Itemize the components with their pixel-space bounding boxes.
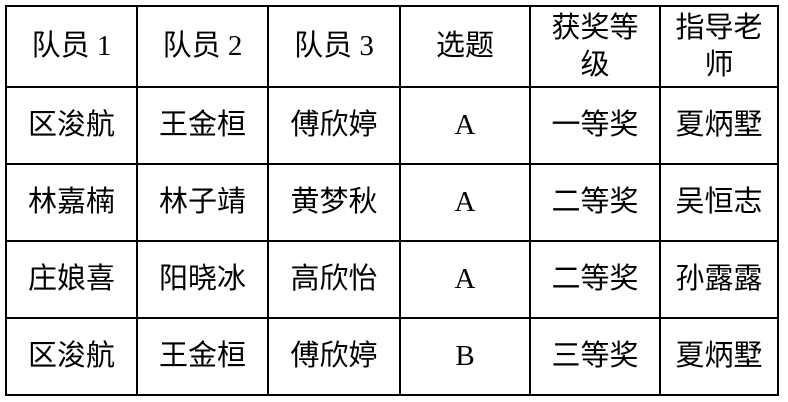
award-results-table: 队员 1 队员 2 队员 3 选题 获奖等 级 指导老 师 区浚航 王金桓 傅欣… — [5, 5, 779, 396]
header-cell-topic: 选题 — [399, 5, 531, 88]
cell-member-2: 林子靖 — [136, 163, 269, 242]
cell-advisor: 吴恒志 — [659, 163, 779, 242]
cell-topic: A — [399, 240, 531, 319]
cell-topic: A — [399, 86, 531, 165]
award-table-container: 队员 1 队员 2 队员 3 选题 获奖等 级 指导老 师 区浚航 王金桓 傅欣… — [5, 5, 779, 396]
cell-member-2: 王金桓 — [136, 86, 269, 165]
cell-advisor: 夏炳墅 — [659, 86, 779, 165]
cell-topic: B — [399, 317, 531, 396]
cell-topic: A — [399, 163, 531, 242]
cell-member-1: 区浚航 — [5, 86, 138, 165]
header-cell-advisor: 指导老 师 — [659, 5, 779, 88]
cell-award-level: 一等奖 — [529, 86, 661, 165]
table-header-row: 队员 1 队员 2 队员 3 选题 获奖等 级 指导老 师 — [5, 5, 779, 88]
cell-member-2: 阳晓冰 — [136, 240, 269, 319]
header-cell-member-1: 队员 1 — [5, 5, 138, 88]
cell-member-1: 林嘉楠 — [5, 163, 138, 242]
cell-member-3: 傅欣婷 — [267, 317, 401, 396]
cell-member-2: 王金桓 — [136, 317, 269, 396]
cell-award-level: 三等奖 — [529, 317, 661, 396]
header-cell-member-3: 队员 3 — [267, 5, 401, 88]
cell-award-level: 二等奖 — [529, 163, 661, 242]
cell-member-3: 黄梦秋 — [267, 163, 401, 242]
cell-advisor: 夏炳墅 — [659, 317, 779, 396]
table-row: 林嘉楠 林子靖 黄梦秋 A 二等奖 吴恒志 — [5, 163, 779, 242]
cell-member-1: 区浚航 — [5, 317, 138, 396]
cell-advisor: 孙露露 — [659, 240, 779, 319]
cell-member-1: 庄娘喜 — [5, 240, 138, 319]
table-row: 区浚航 王金桓 傅欣婷 B 三等奖 夏炳墅 — [5, 317, 779, 396]
cell-member-3: 高欣怡 — [267, 240, 401, 319]
cell-award-level: 二等奖 — [529, 240, 661, 319]
cell-member-3: 傅欣婷 — [267, 86, 401, 165]
table-row: 庄娘喜 阳晓冰 高欣怡 A 二等奖 孙露露 — [5, 240, 779, 319]
header-cell-award-level: 获奖等 级 — [529, 5, 661, 88]
table-row: 区浚航 王金桓 傅欣婷 A 一等奖 夏炳墅 — [5, 86, 779, 165]
header-cell-member-2: 队员 2 — [136, 5, 269, 88]
